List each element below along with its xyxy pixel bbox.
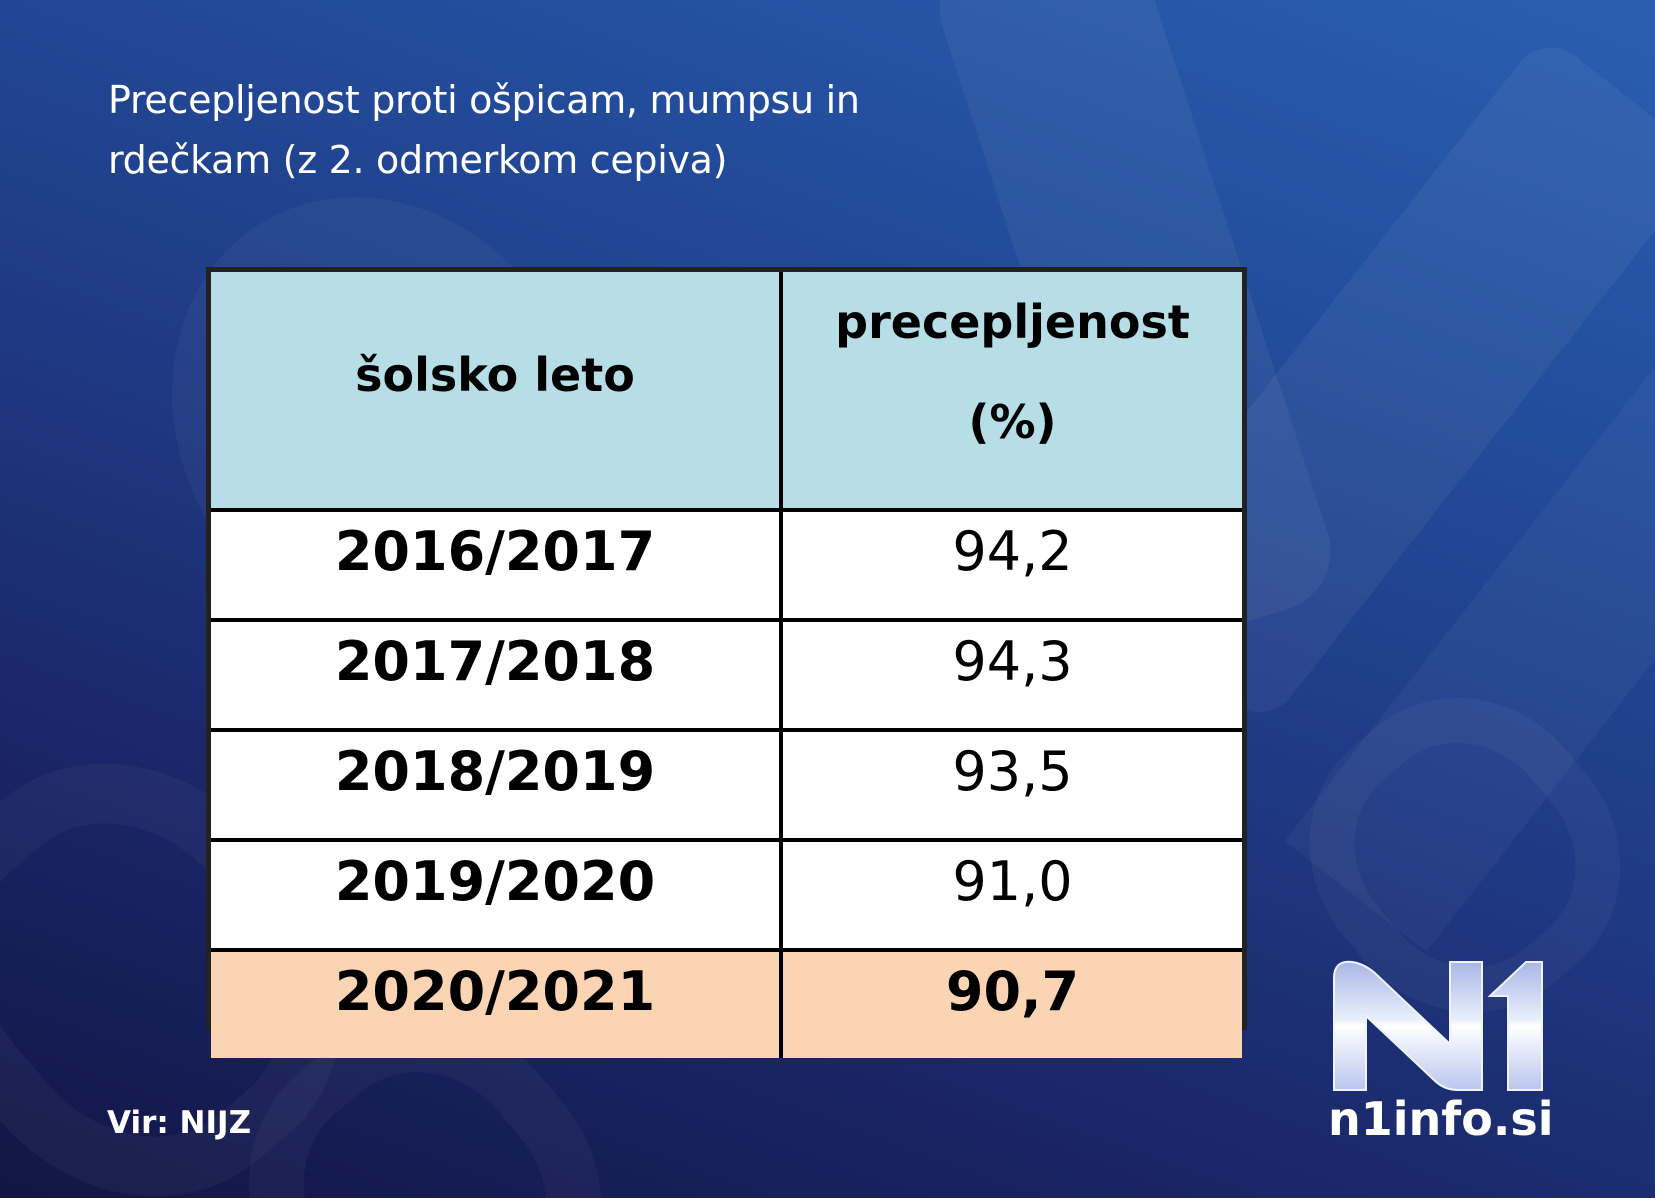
coverage-cell: 91,0 bbox=[779, 838, 1242, 952]
vaccination-table: šolsko leto precepljenost (%) 2016/2017 … bbox=[206, 267, 1247, 1058]
watermark-shape bbox=[1284, 368, 1655, 952]
n1-logo-icon bbox=[1333, 960, 1543, 1091]
title-line-1: Precepljenost proti ošpicam, mumpsu in bbox=[108, 78, 860, 122]
table-row-highlighted: 2020/2021 90,7 bbox=[211, 948, 1242, 1058]
school-year-cell: 2018/2019 bbox=[211, 728, 783, 842]
source-label: Vir: NIJZ bbox=[107, 1105, 252, 1141]
coverage-cell: 94,3 bbox=[779, 618, 1242, 732]
table-row: 2018/2019 93,5 bbox=[211, 728, 1242, 842]
coverage-cell: 94,2 bbox=[779, 508, 1242, 622]
header-coverage-unit: (%) bbox=[968, 395, 1057, 449]
header-coverage: precepljenost (%) bbox=[779, 272, 1242, 512]
page-title: Precepljenost proti ošpicam, mumpsu in r… bbox=[108, 70, 1068, 190]
school-year-cell: 2020/2021 bbox=[211, 948, 783, 1058]
table-header-row: šolsko leto precepljenost (%) bbox=[211, 272, 1242, 512]
school-year-cell: 2017/2018 bbox=[211, 618, 783, 732]
school-year-cell: 2016/2017 bbox=[211, 508, 783, 622]
coverage-cell: 93,5 bbox=[779, 728, 1242, 842]
title-line-2: rdečkam (z 2. odmerkom cepiva) bbox=[108, 138, 728, 182]
school-year-cell: 2019/2020 bbox=[211, 838, 783, 952]
table-row: 2017/2018 94,3 bbox=[211, 618, 1242, 732]
header-school-year: šolsko leto bbox=[211, 272, 783, 512]
site-name: n1info.si bbox=[1328, 1092, 1554, 1146]
header-coverage-label: precepljenost bbox=[835, 295, 1190, 349]
table-row: 2016/2017 94,2 bbox=[211, 508, 1242, 622]
data-table: šolsko leto precepljenost (%) 2016/2017 … bbox=[211, 272, 1242, 1058]
table-row: 2019/2020 91,0 bbox=[211, 838, 1242, 952]
coverage-cell: 90,7 bbox=[779, 948, 1242, 1058]
